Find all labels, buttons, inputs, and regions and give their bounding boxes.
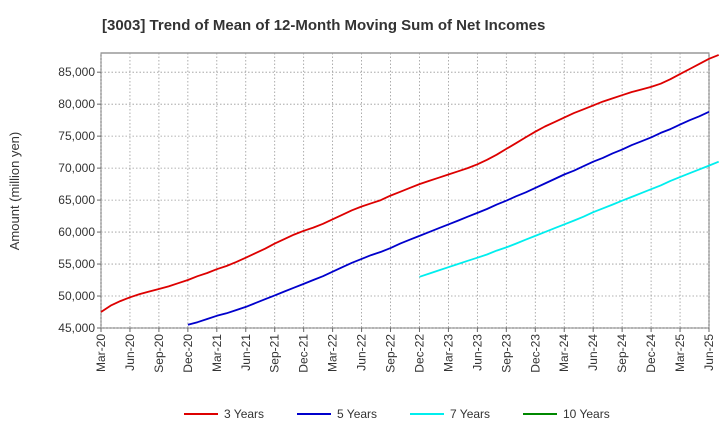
x-tick-label: Dec-22 — [412, 334, 426, 373]
x-tick-label: Sep-21 — [268, 334, 282, 373]
x-tick-label: Mar-21 — [210, 334, 224, 372]
x-tick-label: Mar-22 — [326, 334, 340, 372]
y-tick-label: 75,000 — [58, 129, 95, 143]
x-tick-label: Jun-25 — [702, 334, 716, 371]
x-tick-label: Sep-22 — [384, 334, 398, 373]
y-axis-label: Amount (million yen) — [7, 132, 22, 251]
x-tick-label: Dec-23 — [528, 334, 542, 373]
series-line-7-years — [419, 160, 720, 278]
legend: 3 Years 5 Years 7 Years 10 Years — [184, 407, 610, 421]
grid — [100, 53, 710, 329]
x-tick-label: Jun-21 — [239, 334, 253, 371]
y-tick-label: 65,000 — [58, 193, 95, 207]
x-tick-label: Dec-20 — [181, 334, 195, 373]
y-tick-label: 45,000 — [58, 321, 95, 335]
x-tick-label: Dec-21 — [297, 334, 311, 373]
legend-label: 3 Years — [224, 407, 264, 421]
y-tick-label: 50,000 — [58, 289, 95, 303]
legend-label: 10 Years — [563, 407, 610, 421]
y-axis-ticks: 45,000 50,000 55,000 60,000 65,000 70,000 75,0… — [58, 65, 101, 335]
legend-label: 5 Years — [337, 407, 377, 421]
x-tick-label: Jun-24 — [586, 334, 600, 371]
series-lines — [100, 54, 720, 326]
x-tick-label: Sep-24 — [615, 334, 629, 373]
x-tick-label: Jun-20 — [123, 334, 137, 371]
x-tick-label: Sep-23 — [499, 334, 513, 373]
x-tick-label: Sep-20 — [152, 334, 166, 373]
y-tick-label: 60,000 — [58, 225, 95, 239]
x-tick-label: Dec-24 — [644, 334, 658, 373]
x-tick-label: Jun-23 — [470, 334, 484, 371]
y-tick-label: 70,000 — [58, 161, 95, 175]
y-tick-label: 55,000 — [58, 257, 95, 271]
x-axis-ticks: Mar-20 Jun-20 Sep-20 Dec-20 Mar-21 Jun-21 Sep-… — [94, 328, 716, 373]
series-line-3-years — [100, 54, 720, 313]
x-tick-label: Mar-20 — [94, 334, 108, 372]
legend-label: 7 Years — [450, 407, 490, 421]
x-tick-label: Mar-23 — [441, 334, 455, 372]
series-line-5-years — [187, 110, 710, 326]
y-tick-label: 85,000 — [58, 65, 95, 79]
x-tick-label: Mar-25 — [673, 334, 687, 372]
x-tick-label: Jun-22 — [355, 334, 369, 371]
x-tick-label: Mar-24 — [557, 334, 571, 372]
y-tick-label: 80,000 — [58, 97, 95, 111]
chart-title: [3003] Trend of Mean of 12-Month Moving … — [102, 17, 545, 34]
